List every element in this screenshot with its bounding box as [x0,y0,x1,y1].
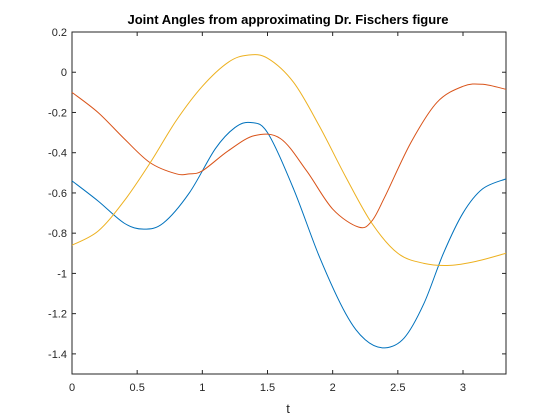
y-tick-label: -1 [57,268,67,280]
y-tick-label: -0.8 [48,228,67,240]
x-tick-label: 1.5 [260,382,275,394]
x-tick-label: 0.5 [130,382,145,394]
axes-box [71,31,507,375]
chart-title: Joint Angles from approximating Dr. Fisc… [128,12,449,27]
y-tick-label: -1.4 [48,349,67,361]
y-tick-label: -0.4 [48,148,67,160]
x-tick-label: 2.5 [390,382,405,394]
x-tick-label: 1 [199,382,205,394]
series-line-2 [71,83,507,229]
x-tick-label: 0 [69,382,75,394]
y-tick-label: -1.2 [48,309,67,321]
y-tick-label: -0.6 [48,188,67,200]
x-tick-label: 3 [460,382,466,394]
y-tick-label: -0.2 [48,107,67,119]
x-tick-label: 2 [330,382,336,394]
y-tick-label: 0 [61,67,67,79]
series-layer [71,54,507,349]
x-axis-label: t [286,401,290,416]
y-tick-label: 0.2 [52,27,67,39]
plot-area: 0 0.5 1 1.5 2 2.5 3 0.2 0 -0.2 -0.4 -0.6 -0.8 -1 -1.2… [48,27,507,394]
series-line-3 [71,54,507,266]
y-axis-ticks: 0.2 0 -0.2 -0.4 -0.6 -0.8 -1 -1.2 -1.4 [48,27,506,361]
x-axis-ticks: 0 0.5 1 1.5 2 2.5 3 [69,32,466,394]
series-line-1 [71,121,507,349]
